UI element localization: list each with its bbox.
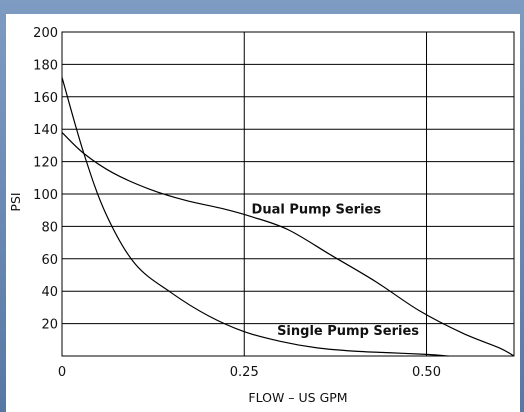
y-tick-label: 180	[33, 58, 58, 73]
x-tick-labels: 0 0.25 0.50	[58, 365, 441, 380]
series-curves	[61, 77, 515, 357]
x-tick-label: 0	[58, 365, 66, 380]
plot-border	[61, 31, 515, 357]
y-tick-label: 60	[41, 253, 58, 268]
y-tick-label: 40	[41, 285, 58, 300]
x-tick-label: 0.50	[412, 365, 441, 380]
series-label: Single Pump Series	[277, 324, 419, 339]
pressure-flow-chart: 20 40 60 80 100 120 140 160 180 200 0 0.25 0.50 Dua…	[8, 26, 515, 405]
dual-pump-seriescurve	[61, 132, 515, 357]
x-axis-label: FLOW – US GPM	[248, 390, 347, 405]
y-tick-label: 20	[41, 318, 58, 333]
single-pump-seriescurve	[61, 77, 449, 357]
y-tick-labels: 20 40 60 80 100 120 140 160 180 200	[33, 26, 58, 333]
series-annotations: Dual Pump Series Single Pump Series	[252, 202, 420, 339]
y-tick-label: 200	[33, 26, 58, 41]
chart-panel: 20 40 60 80 100 120 140 160 180 200 0 0.25 0.50 Dua…	[6, 14, 520, 412]
y-axis-label: PSI	[8, 192, 23, 211]
y-tick-label: 100	[33, 188, 58, 203]
x-tick-label: 0.25	[230, 365, 259, 380]
series-label: Dual Pump Series	[252, 202, 382, 217]
y-tick-label: 80	[41, 220, 58, 235]
y-tick-label: 140	[33, 123, 58, 138]
grid	[62, 31, 514, 356]
y-tick-label: 120	[33, 156, 58, 171]
y-tick-label: 160	[33, 91, 58, 106]
